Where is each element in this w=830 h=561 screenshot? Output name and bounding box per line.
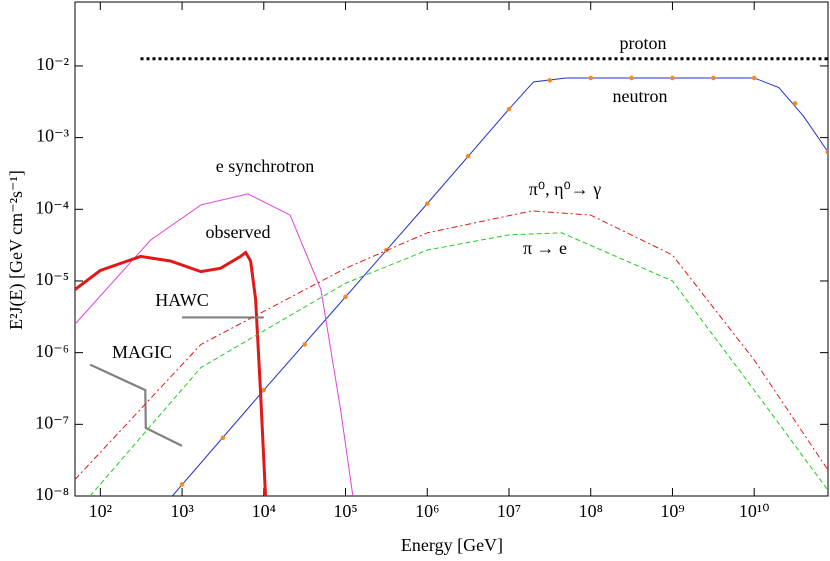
marker	[588, 75, 594, 81]
marker	[670, 75, 675, 81]
series-line	[75, 193, 354, 496]
series-label: observed	[206, 222, 271, 242]
marker	[465, 153, 471, 159]
x-tick-label: 10⁷	[497, 501, 521, 521]
x-tick-label: 10⁸	[579, 501, 603, 521]
series-line	[75, 210, 828, 480]
y-tick-label: 10⁻⁴	[35, 197, 69, 217]
series-line	[171, 77, 828, 496]
series-line	[89, 232, 828, 496]
x-tick-label: 10⁴	[252, 501, 276, 521]
series-label: proton	[620, 33, 667, 53]
marker	[547, 78, 553, 83]
y-tick-label: 10⁻²	[36, 54, 69, 74]
series-label: π → e	[523, 238, 567, 258]
x-tick-label: 10²	[89, 501, 112, 521]
plot-frame	[74, 1, 829, 497]
y-axis-label: E²J(E) [GeV cm⁻²s⁻¹]	[6, 170, 27, 330]
series-label: π⁰, η⁰→ γ	[529, 179, 601, 199]
y-tick-label: 10⁻⁶	[35, 341, 69, 361]
x-axis-label: Energy [GeV]	[401, 535, 503, 555]
marker	[220, 435, 226, 441]
series-label: MAGIC	[112, 342, 172, 362]
series-line	[89, 363, 183, 447]
marker	[629, 75, 634, 81]
x-tick-label: 10¹⁰	[739, 501, 770, 521]
y-tick-label: 10⁻³	[36, 126, 70, 146]
marker	[424, 201, 430, 206]
marker	[261, 387, 267, 393]
series-label: neutron	[613, 86, 668, 106]
marker	[302, 342, 307, 347]
x-tick-label: 10³	[170, 501, 194, 521]
x-tick-label: 10⁵	[333, 501, 357, 521]
marker	[179, 482, 185, 487]
x-tick-label: 10⁹	[660, 501, 684, 521]
series-label: HAWC	[155, 290, 209, 310]
series-label: e synchrotron	[216, 156, 314, 176]
marker	[792, 101, 798, 106]
x-tick-label: 10⁶	[415, 501, 439, 521]
marker	[506, 106, 512, 112]
y-tick-label: 10⁻⁸	[35, 484, 69, 504]
marker	[343, 294, 348, 300]
series-line	[75, 250, 268, 496]
marker	[751, 75, 757, 81]
y-tick-label: 10⁻⁵	[35, 269, 69, 289]
marker	[825, 149, 828, 155]
y-tick-label: 10⁻⁷	[35, 412, 69, 432]
marker	[711, 75, 716, 81]
